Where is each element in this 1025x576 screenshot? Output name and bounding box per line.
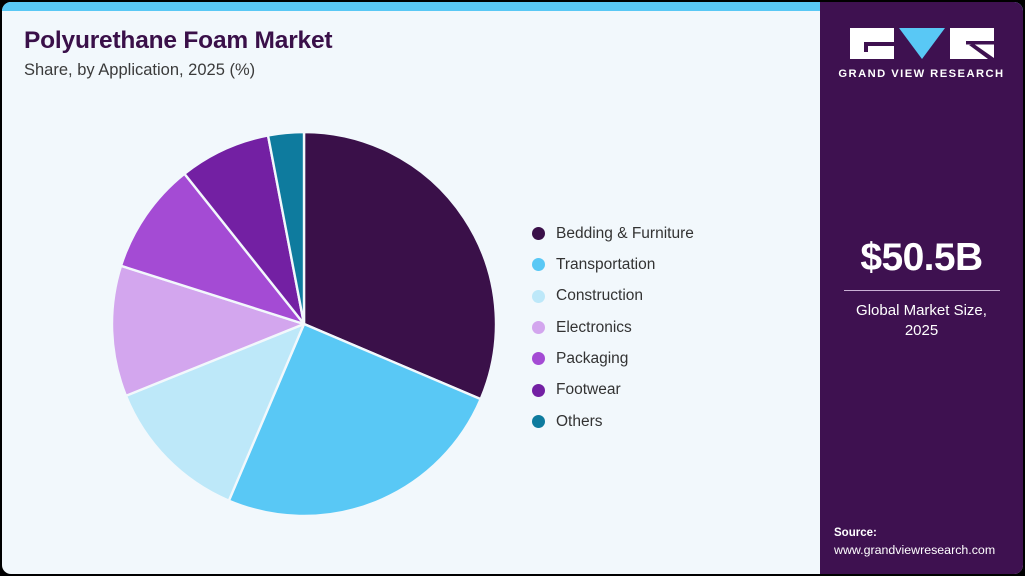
market-size-caption: Global Market Size, 2025	[856, 302, 987, 339]
source-block: Source: www.grandviewresearch.com	[834, 525, 1015, 560]
legend-swatch-icon	[532, 321, 545, 335]
page-title: Polyurethane Foam Market	[24, 27, 333, 54]
legend-swatch-icon	[532, 352, 545, 366]
legend-item-label: Electronics	[556, 318, 632, 336]
legend-item[interactable]: Transportation	[532, 249, 812, 280]
legend-item-label: Packaging	[556, 350, 629, 368]
side-panel: GRAND VIEW RESEARCH $50.5B Global Market…	[820, 2, 1023, 574]
legend-item[interactable]: Electronics	[532, 312, 812, 343]
legend-swatch-icon	[532, 289, 545, 303]
legend-swatch-icon	[532, 227, 545, 241]
legend-item-label: Footwear	[556, 381, 621, 399]
pie-chart	[110, 130, 498, 518]
legend-swatch-icon	[532, 414, 545, 428]
market-size-value: $50.5B	[860, 236, 983, 279]
legend-item[interactable]: Bedding & Furniture	[532, 218, 812, 249]
brand-logo: GRAND VIEW RESEARCH	[820, 28, 1023, 80]
title-block: Polyurethane Foam Market Share, by Appli…	[24, 26, 784, 81]
top-accent-bar	[2, 2, 1023, 11]
legend-item[interactable]: Construction	[532, 281, 812, 312]
legend-swatch-icon	[532, 383, 545, 397]
legend-swatch-icon	[532, 258, 545, 272]
pie-slice	[110, 264, 306, 397]
source-label: Source:	[834, 527, 877, 540]
pie-slice	[302, 130, 498, 401]
logo-marks	[820, 28, 1023, 59]
pie-slice	[119, 172, 306, 326]
pie-slice	[266, 130, 306, 326]
pie-slice	[183, 134, 306, 326]
legend-item[interactable]: Others	[532, 406, 812, 437]
logo-wordmark: GRAND VIEW RESEARCH	[838, 68, 1005, 80]
letter-v-triangle-icon	[898, 28, 945, 59]
stat-divider	[843, 290, 1000, 291]
pie-chart-svg	[110, 130, 498, 518]
market-size-stat: $50.5B Global Market Size, 2025	[820, 238, 1023, 340]
chart-legend: Bedding & Furniture Transportation Constru…	[532, 218, 812, 437]
pie-slice	[124, 322, 306, 502]
legend-item-label: Transportation	[556, 256, 656, 274]
pie-slice	[227, 322, 482, 518]
letter-r-block-icon	[949, 28, 994, 59]
legend-item-label: Bedding & Furniture	[556, 224, 694, 242]
legend-item[interactable]: Packaging	[532, 343, 812, 374]
legend-item-label: Construction	[556, 287, 644, 305]
source-url: www.grandviewresearch.com	[834, 543, 996, 558]
legend-item-label: Others	[556, 412, 603, 430]
page-subtitle: Share, by Application, 2025 (%)	[24, 61, 256, 80]
letter-g-block-icon	[849, 28, 894, 59]
legend-item[interactable]: Footwear	[532, 374, 812, 405]
